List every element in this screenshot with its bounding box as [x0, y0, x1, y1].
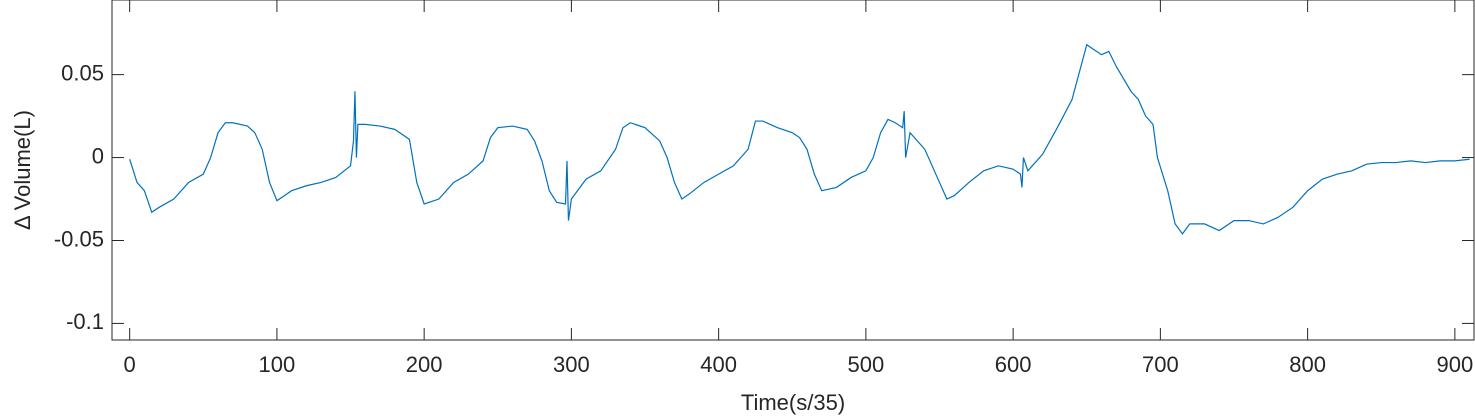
y-tick-label: 0.05 [61, 60, 104, 85]
x-tick-label: 400 [700, 352, 737, 377]
x-tick-label: 700 [1142, 352, 1179, 377]
x-tick-label: 800 [1289, 352, 1326, 377]
x-axis-label: Time(s/35) [741, 390, 845, 415]
y-tick-label: -0.05 [54, 226, 104, 251]
y-tick-label: -0.1 [66, 309, 104, 334]
y-tick-label: 0 [92, 143, 104, 168]
x-tick-label: 0 [124, 352, 136, 377]
x-tick-label: 200 [406, 352, 443, 377]
x-tick-label: 900 [1436, 352, 1473, 377]
data-line [129, 43, 1470, 235]
x-tick-label: 600 [995, 352, 1032, 377]
x-tick-label: 100 [259, 352, 296, 377]
x-tick-label: 300 [553, 352, 590, 377]
plot-frame [111, 0, 1475, 341]
y-axis-label: Δ Volume(L) [10, 110, 35, 230]
x-tick-label: 500 [848, 352, 885, 377]
